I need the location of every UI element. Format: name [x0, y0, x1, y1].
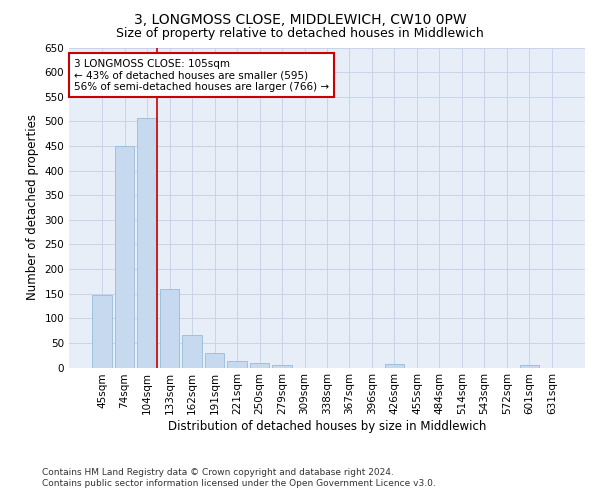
Bar [92, 295, 112, 368]
Bar [272, 365, 292, 368]
Bar [115, 146, 134, 368]
Bar [385, 364, 404, 368]
Bar [160, 289, 179, 368]
Y-axis label: Number of detached properties: Number of detached properties [26, 114, 39, 300]
Text: Contains HM Land Registry data © Crown copyright and database right 2024.
Contai: Contains HM Land Registry data © Crown c… [42, 468, 436, 487]
Bar [520, 365, 539, 368]
Bar [250, 363, 269, 368]
Bar [137, 118, 157, 368]
Bar [205, 352, 224, 368]
Bar [182, 334, 202, 368]
Bar [227, 360, 247, 368]
Text: 3 LONGMOSS CLOSE: 105sqm
← 43% of detached houses are smaller (595)
56% of semi-: 3 LONGMOSS CLOSE: 105sqm ← 43% of detach… [74, 58, 329, 92]
Text: 3, LONGMOSS CLOSE, MIDDLEWICH, CW10 0PW: 3, LONGMOSS CLOSE, MIDDLEWICH, CW10 0PW [134, 12, 466, 26]
Text: Size of property relative to detached houses in Middlewich: Size of property relative to detached ho… [116, 28, 484, 40]
X-axis label: Distribution of detached houses by size in Middlewich: Distribution of detached houses by size … [168, 420, 486, 433]
